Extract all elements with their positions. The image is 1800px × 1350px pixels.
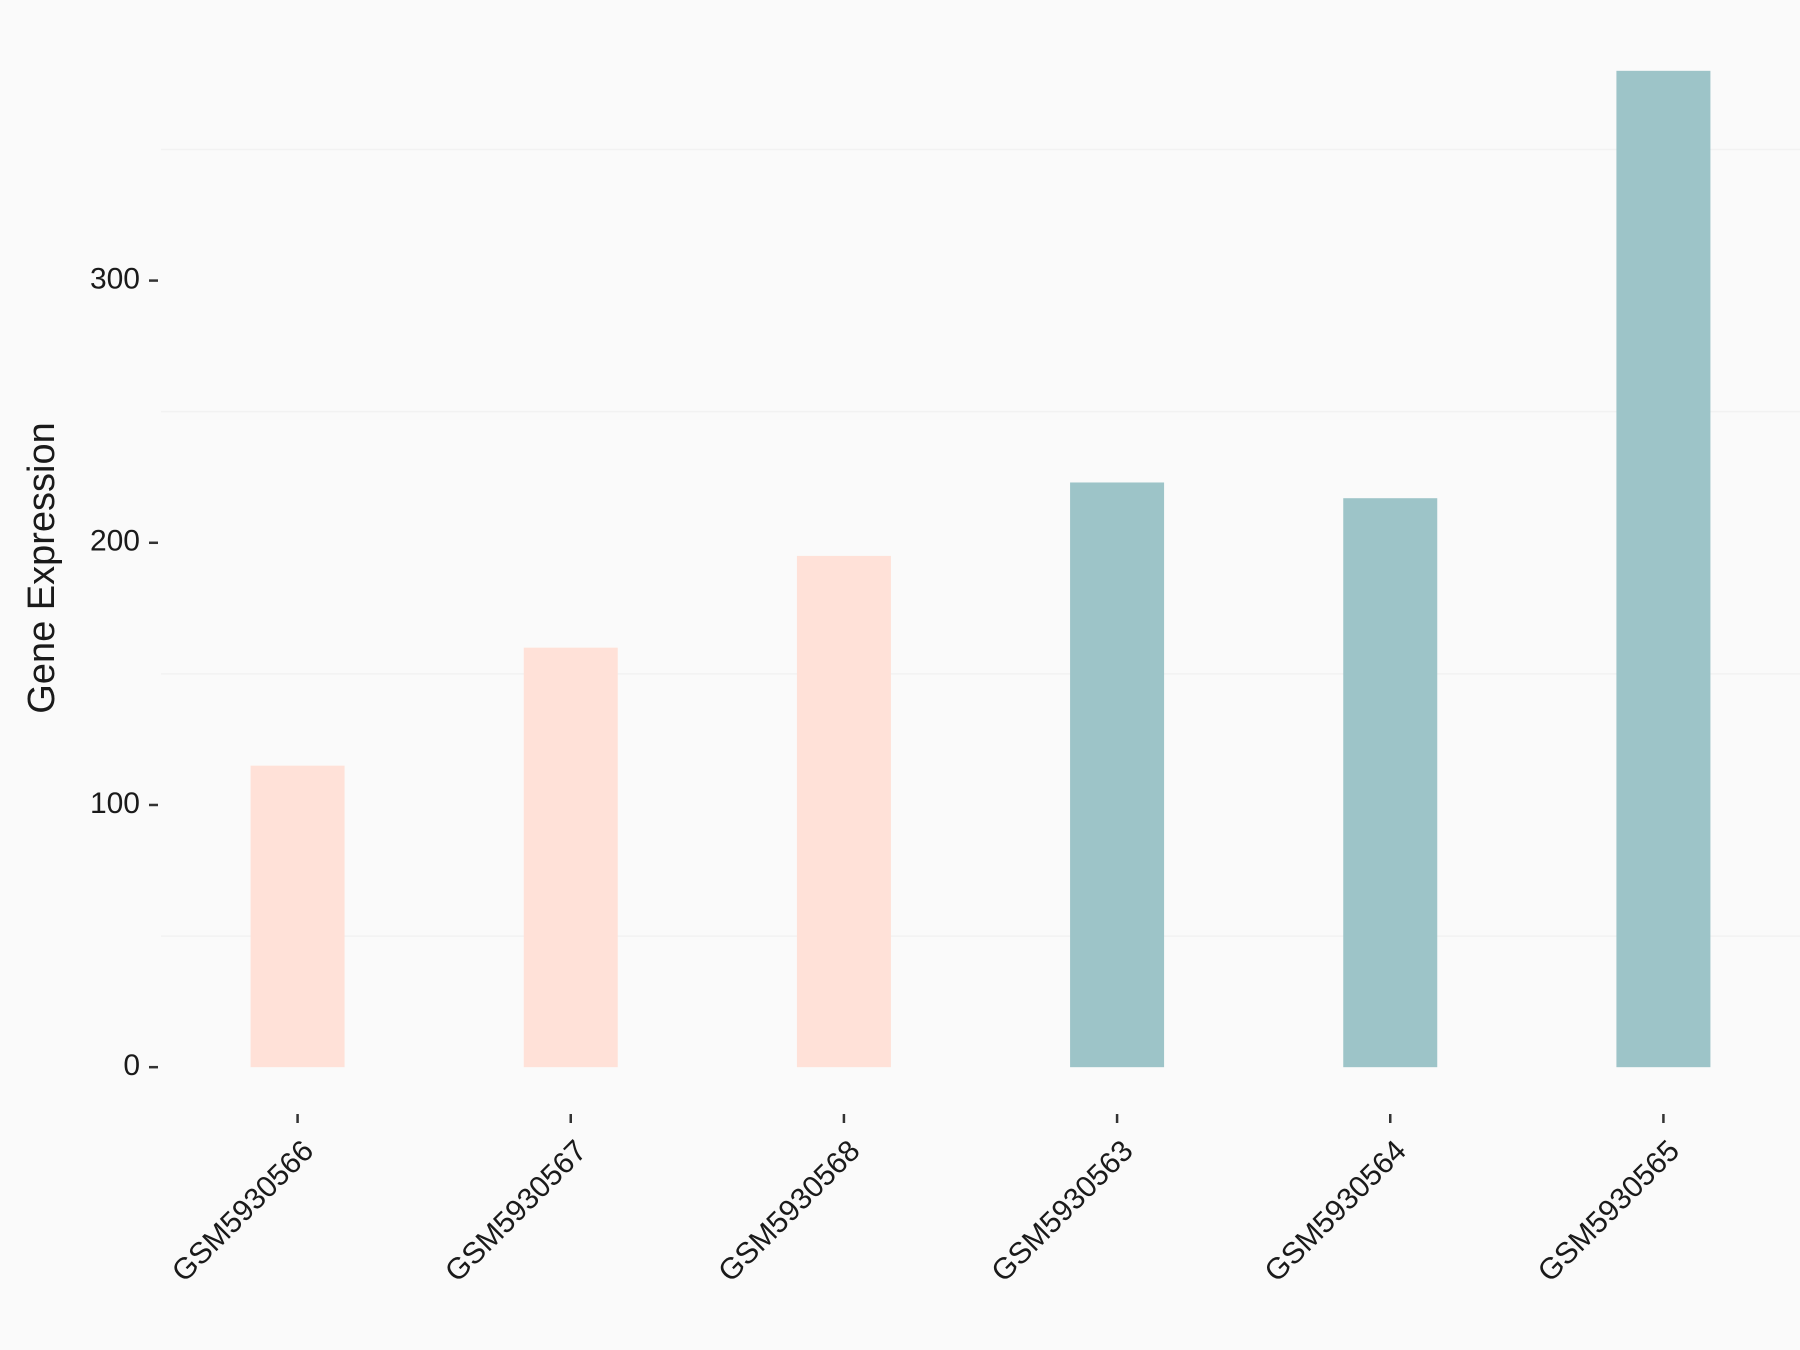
bar [250,765,345,1068]
bar [1343,498,1438,1068]
y-tick-label: 0 [123,1049,140,1082]
y-tick-label: 200 [90,525,140,558]
y-tick-label: 100 [90,787,140,820]
bar [796,555,891,1068]
y-tick-label: 300 [90,263,140,296]
bar [1616,70,1711,1068]
y-axis-title: Gene Expression [21,422,63,714]
bar [1070,482,1165,1068]
bar [523,647,618,1068]
